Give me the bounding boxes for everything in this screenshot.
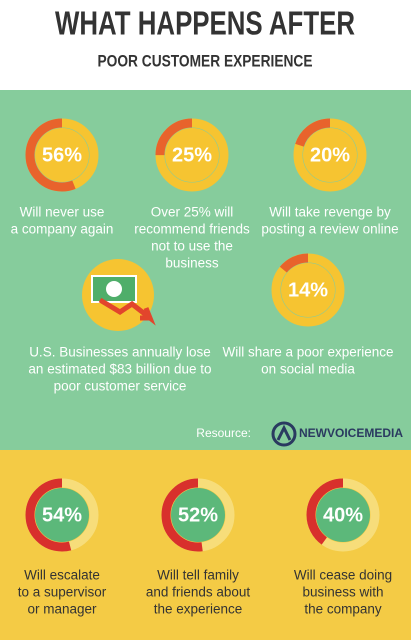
stat-text: Will share a poor experience bbox=[222, 345, 393, 360]
stat-text: posting a review online bbox=[261, 222, 398, 237]
brand: NEWVOICEMEDIA bbox=[299, 426, 403, 440]
ring-arc bbox=[161, 478, 235, 552]
stat-value: 54% bbox=[42, 504, 82, 526]
title: WHAT HAPPENS AFTER bbox=[55, 5, 355, 42]
stat-text: on social media bbox=[261, 362, 355, 377]
ring-core bbox=[35, 128, 89, 182]
ring-core bbox=[165, 128, 219, 182]
stat-text: and friends about bbox=[146, 585, 251, 600]
ring-arc bbox=[293, 118, 367, 192]
ring-arc bbox=[25, 478, 99, 552]
ring-arc bbox=[25, 118, 99, 192]
stat-value: 52% bbox=[178, 504, 218, 526]
stat-text: Will escalate bbox=[24, 568, 100, 583]
ring-core bbox=[35, 488, 89, 542]
stat-value: 20% bbox=[310, 144, 350, 166]
stat-text: poor customer service bbox=[54, 379, 187, 394]
stat-text: Over 25% will bbox=[151, 205, 234, 220]
stat-text: or manager bbox=[27, 602, 97, 617]
stat-value: 14% bbox=[288, 279, 328, 301]
ring-core bbox=[316, 488, 370, 542]
stat-text: an estimated $83 billion due to bbox=[28, 362, 211, 377]
ring-core bbox=[171, 488, 225, 542]
stat-text: Will never use bbox=[20, 205, 105, 220]
stat-text: U.S. Businesses annually lose bbox=[29, 345, 211, 360]
stat-value: 25% bbox=[172, 144, 212, 166]
ring-arc bbox=[155, 118, 229, 192]
stat-text: a company again bbox=[11, 222, 114, 237]
stat-text: the company bbox=[304, 602, 382, 617]
header-bg bbox=[0, 0, 411, 90]
resource-label: Resource: bbox=[196, 426, 251, 440]
stat-text: business bbox=[165, 256, 219, 271]
subtitle: POOR CUSTOMER EXPERIENCE bbox=[98, 51, 313, 70]
stat-text: the experience bbox=[154, 602, 243, 617]
stat-text: Will take revenge by bbox=[269, 205, 391, 220]
brand-logo bbox=[271, 421, 297, 447]
ring-arc bbox=[271, 253, 345, 327]
stat-text: business with bbox=[302, 585, 383, 600]
stat-text: Will cease doing bbox=[294, 568, 392, 583]
stat-value: 56% bbox=[42, 144, 82, 166]
money-icon bbox=[82, 259, 156, 331]
stat-value: 40% bbox=[323, 504, 363, 526]
ring-core bbox=[281, 263, 335, 317]
stat-text: not to use the bbox=[151, 239, 233, 254]
ring-arc bbox=[306, 478, 380, 552]
stat-text: to a supervisor bbox=[18, 585, 107, 600]
stat-text: recommend friends bbox=[134, 222, 250, 237]
ring-core bbox=[303, 128, 357, 182]
stat-text: Will tell family bbox=[157, 568, 239, 583]
